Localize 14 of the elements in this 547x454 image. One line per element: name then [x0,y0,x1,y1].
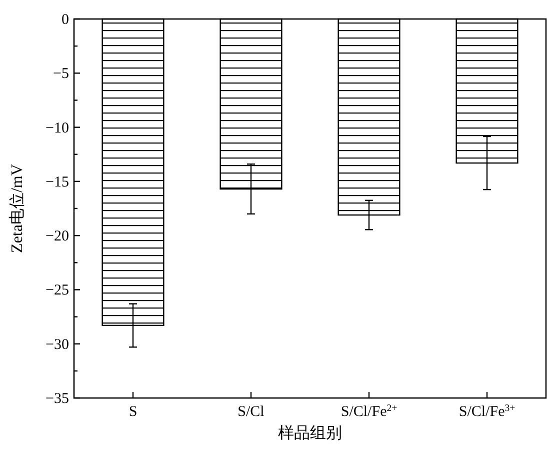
y-tick-label: 0 [62,12,69,28]
y-tick-label: −30 [46,336,69,353]
x-axis-title: 样品组别 [278,424,342,442]
y-tick-label: −10 [46,120,69,136]
y-tick-label: −15 [46,174,69,190]
x-tick-label: S [128,404,138,420]
x-tick-label: S/Cl/Fe$^{3+}$ [458,402,516,420]
y-axis-title: Zeta电位/mV [8,164,26,253]
y-tick-label: −25 [46,282,69,299]
y-tick-label: −20 [46,228,69,245]
x-tick-label: S/Cl [238,404,264,420]
y-tick-label: −5 [53,66,69,82]
y-tick-label: −35 [46,391,69,407]
x-tick-label: S/Cl/Fe$^{2+}$ [340,402,398,420]
